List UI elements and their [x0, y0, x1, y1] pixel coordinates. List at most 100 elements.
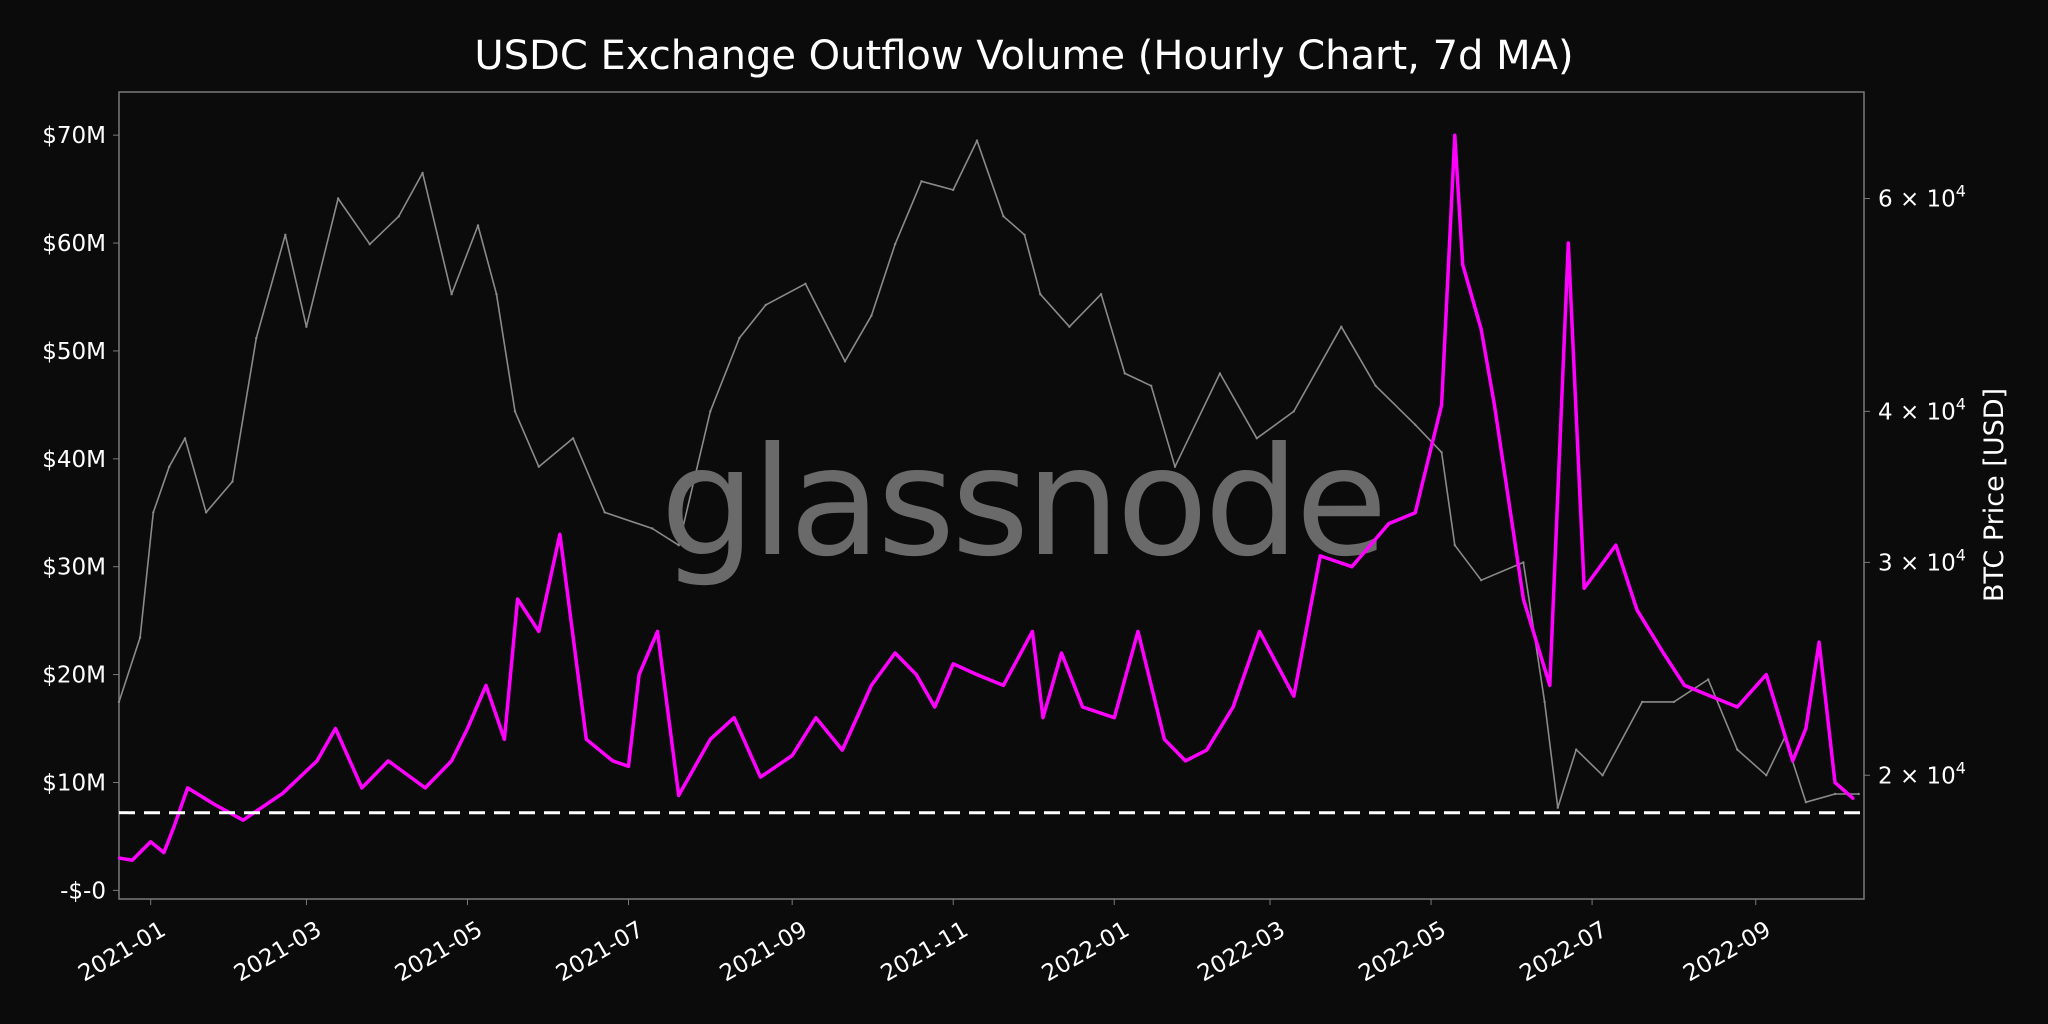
outflow-volume-line-point	[1461, 263, 1464, 266]
outflow-volume-line-point	[1635, 608, 1639, 612]
watermark: glassnode	[660, 416, 1383, 590]
btc-price-line-point	[1833, 792, 1837, 796]
outflow-volume-line-point	[1387, 522, 1391, 525]
btc-price-line-point	[804, 282, 807, 285]
outflow-volume-line-point	[814, 716, 818, 719]
outflow-volume-line-point	[952, 662, 955, 665]
outflow-volume-line-point	[1292, 695, 1296, 698]
outflow-volume-line-point	[759, 775, 762, 779]
btc-price-line-point	[893, 243, 897, 246]
btc-price-line-point	[1804, 801, 1808, 804]
btc-price-line-point	[1023, 233, 1026, 236]
y2-tick-label: 6 × 104	[1878, 182, 1966, 213]
btc-price-line-point	[138, 636, 142, 639]
outflow-volume-line-point	[1113, 716, 1116, 719]
btc-price-line-point	[677, 544, 680, 547]
outflow-volume-line-point	[656, 630, 659, 633]
y-tick-label: $10M	[42, 770, 106, 796]
y-tick-label: $60M	[42, 231, 106, 257]
btc-price-line-point	[1453, 544, 1457, 547]
outflow-volume-line-point	[1709, 695, 1713, 698]
y-axis-right: 2 × 104 3 × 104 4 × 104 6 × 104	[1864, 182, 1966, 789]
y-tick-label: $70M	[42, 123, 106, 149]
btc-price-line-point	[1218, 372, 1222, 375]
outflow-volume-line-point	[1163, 738, 1166, 741]
outflow-volume-line-point	[1031, 630, 1034, 633]
btc-price-line-point	[397, 215, 400, 218]
outflow-volume-line-point	[1817, 641, 1821, 644]
outflow-volume-line-point	[315, 759, 319, 763]
btc-price-line-point	[1672, 700, 1676, 704]
outflow-volume-line-point	[841, 748, 844, 752]
btc-price-line	[118, 139, 1859, 809]
btc-price-line-point	[603, 511, 606, 514]
outflow-volume-line-point	[1567, 241, 1570, 245]
btc-price-line-point	[1440, 451, 1443, 454]
outflow-volume-line-point	[173, 824, 176, 827]
outflow-volume-line-point	[791, 754, 794, 757]
outflow-volume-line-point	[1060, 651, 1063, 655]
y-tick-label: $40M	[42, 447, 106, 473]
btc-price-line-point	[1123, 372, 1127, 375]
outflow-volume-line-point	[1081, 705, 1084, 709]
btc-price-line-point	[476, 224, 480, 227]
outflow-volume-line-point	[131, 859, 134, 862]
btc-price-line-point	[1543, 700, 1546, 704]
btc-price-line-point	[1736, 748, 1739, 751]
outflow-volume-line-point	[975, 673, 979, 676]
btc-price-line-point	[920, 180, 923, 183]
outflow-volume-line-point	[915, 673, 918, 676]
btc-price-line-point	[231, 480, 234, 483]
outflow-volume-line-point	[1414, 511, 1417, 514]
btc-price-line-point	[255, 336, 258, 340]
outflow-volume-line-point	[933, 705, 936, 709]
btc-price-line-point	[843, 360, 847, 363]
outflow-volume-line-point	[117, 856, 121, 860]
y-tick-label: $30M	[42, 555, 106, 581]
outflow-volume-line-point	[1583, 587, 1586, 590]
btc-price-line-point	[204, 511, 208, 514]
outflow-volume-line-point	[1231, 705, 1235, 709]
outflow-volume-line-point	[1548, 684, 1552, 687]
outflow-volume-line-point	[1319, 554, 1322, 558]
outflow-volume-line-point	[537, 630, 540, 633]
outflow-volume-line-point	[334, 727, 337, 730]
btc-price-line-point	[537, 465, 540, 468]
btc-price-line-point	[1601, 774, 1604, 777]
btc-price-line-point	[1099, 293, 1103, 296]
outflow-volume-line-point	[1440, 403, 1443, 407]
outflow-volume-line-point	[241, 819, 245, 822]
outflow-volume-line-point	[1614, 543, 1618, 547]
outflow-volume-line-point	[1136, 630, 1140, 633]
outflow-volume-line-point	[162, 851, 166, 854]
outflow-volume-line-point	[1002, 684, 1005, 687]
outflow-volume-line-point	[732, 716, 736, 719]
btc-price-line-point	[1765, 774, 1768, 777]
outflow-volume-line-point	[1205, 748, 1208, 752]
btc-price-line-point	[450, 293, 453, 296]
outflow-volume-line-point	[149, 840, 152, 843]
btc-price-line-point	[152, 511, 155, 514]
btc-price-line-point	[651, 527, 654, 530]
outflow-volume-line-point	[1804, 727, 1808, 730]
btc-price-line-point	[495, 293, 498, 296]
outflow-volume-line-point	[1258, 630, 1261, 633]
outflow-volume-line-point	[611, 759, 614, 763]
btc-price-line-point	[1414, 423, 1417, 426]
outflow-volume-line-point	[709, 738, 712, 741]
btc-price-line-point	[1039, 293, 1042, 296]
outflow-volume-line-point	[450, 759, 453, 763]
btc-price-line-point	[117, 700, 121, 704]
outflow-volume-line-point	[1480, 328, 1483, 331]
outflow-volume-line-point	[484, 684, 488, 687]
btc-price-line-point	[738, 336, 741, 340]
y-axis-left: -$-0 $10M $20M $30M $40M $50M $60M $70M	[42, 123, 119, 904]
plot-area	[118, 91, 1865, 900]
outflow-volume-line-point	[1184, 759, 1187, 763]
btc-price-line-point	[1857, 792, 1860, 796]
btc-price-line-point	[1068, 325, 1071, 328]
outflow-volume-line-point	[1041, 716, 1045, 719]
outflow-volume-line-point	[637, 673, 641, 676]
y2-axis-label: BTC Price [USD]	[1979, 388, 2010, 602]
